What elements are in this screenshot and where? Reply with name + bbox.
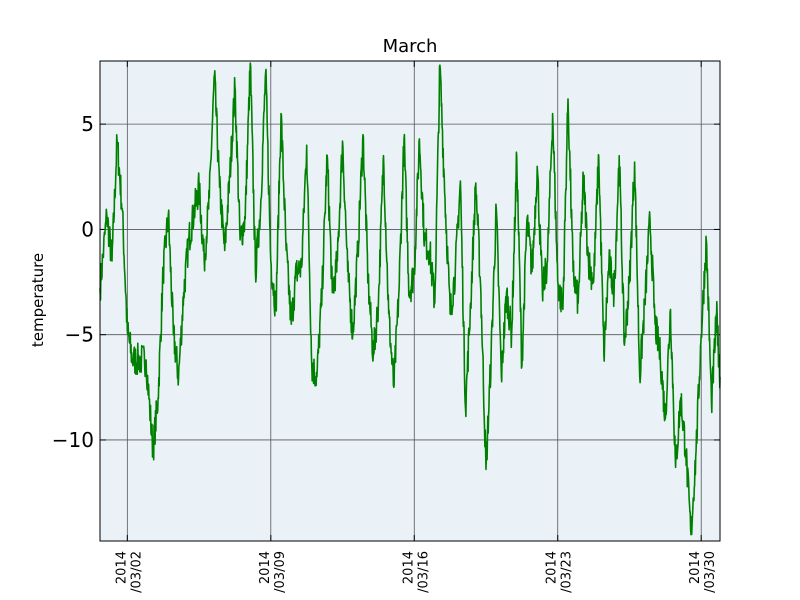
x-tick-label-year: 2014 xyxy=(688,551,703,584)
x-tick-label-date: /03/30 xyxy=(703,551,718,593)
x-tick-label-date: /03/23 xyxy=(560,551,575,593)
temperature-series-line xyxy=(99,62,721,536)
y-tick-label: −5 xyxy=(65,323,94,347)
x-tick-label: 2014/03/16 xyxy=(401,551,431,593)
chart-title: March xyxy=(383,36,438,57)
x-tick-label-date: /03/02 xyxy=(129,551,144,593)
y-tick-label: 0 xyxy=(81,217,94,241)
x-tick-label-date: /03/16 xyxy=(416,551,431,593)
x-tick-label-year: 2014 xyxy=(258,551,273,584)
x-tick-label: 2014/03/09 xyxy=(258,551,288,593)
x-tick-label-date: /03/09 xyxy=(273,551,288,593)
x-tick-label-year: 2014 xyxy=(114,551,129,584)
x-tick-label: 2014/03/30 xyxy=(688,551,718,593)
x-tick-labels: 2014/03/02 2014/03/09 2014/03/16 2014/03/23… xyxy=(114,551,718,593)
grid-lines xyxy=(100,61,720,541)
x-tick-label-year: 2014 xyxy=(545,551,560,584)
x-tick-label: 2014/03/23 xyxy=(545,551,575,593)
y-tick-label: 5 xyxy=(81,112,94,136)
y-axis-label: temperature xyxy=(29,253,47,347)
x-tick-label-year: 2014 xyxy=(401,551,416,584)
plot-background xyxy=(100,61,720,541)
plot-frame xyxy=(99,60,721,542)
y-tick-labels: 5 0 −5 −10 xyxy=(52,112,94,452)
x-tick-label: 2014/03/02 xyxy=(114,551,144,593)
y-tick-label: −10 xyxy=(52,428,94,452)
